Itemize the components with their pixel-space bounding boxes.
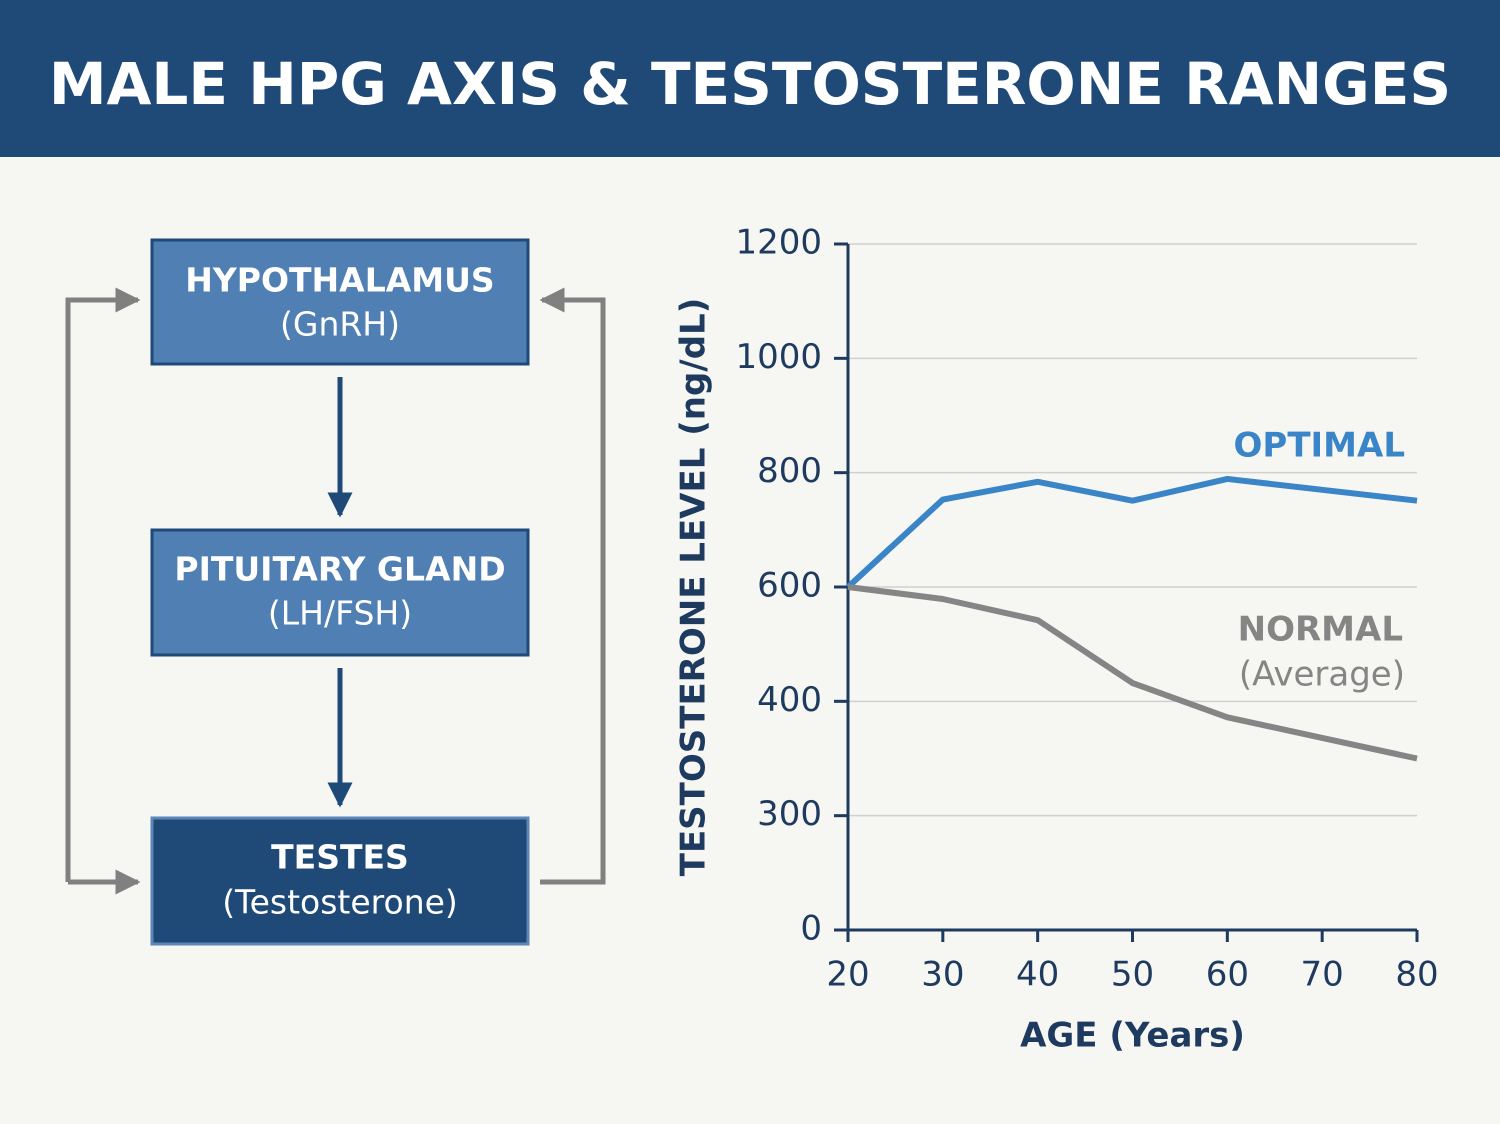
x-axis-label: AGE (Years) <box>1020 1016 1245 1056</box>
node-label: TESTES <box>271 838 409 877</box>
x-tick-label: 60 <box>1206 955 1249 995</box>
x-tick-label: 70 <box>1301 955 1344 995</box>
series-line <box>847 584 1418 762</box>
node-box <box>150 238 530 366</box>
page-title: MALE HPG AXIS & TESTOSTERONE RANGES <box>49 50 1451 118</box>
y-tick-label: 0 <box>800 909 822 949</box>
x-tick-label: 40 <box>1016 955 1059 995</box>
series-sublabel: (Average) <box>1239 655 1405 695</box>
node-box <box>150 528 530 657</box>
y-tick-label: 1000 <box>735 337 822 377</box>
x-tick-label: 80 <box>1395 955 1438 995</box>
y-tick-label: 400 <box>757 680 822 720</box>
series-label: OPTIMAL <box>1234 426 1405 466</box>
feedback-arrow <box>65 287 141 882</box>
x-tick-label: 20 <box>826 955 869 995</box>
series-line <box>845 475 1418 590</box>
y-tick-label: 1200 <box>735 223 822 263</box>
y-tick-label: 300 <box>757 794 822 834</box>
chart: 0 300 400 600 800 1000 1200 20 30 40 50 60 70 80 AGE (… <box>674 223 1439 1056</box>
diagram: HYPOTHALAMUS (GnRH) PITUITARY GLAND (LH/… <box>65 238 606 946</box>
y-tick-label: 600 <box>757 566 822 606</box>
series-label: NORMAL <box>1238 610 1403 650</box>
node-label: HYPOTHALAMUS <box>185 261 494 300</box>
feedback-arrow <box>539 287 606 885</box>
node-sublabel: (Testosterone) <box>222 883 458 922</box>
x-tick-label: 50 <box>1111 955 1154 995</box>
y-tick-label: 800 <box>757 451 822 491</box>
node-sublabel: (GnRH) <box>280 305 400 344</box>
x-tick-label: 30 <box>921 955 964 995</box>
y-axis-label: TESTOSTERONE LEVEL (ng/dL) <box>674 298 714 876</box>
node-box <box>150 816 530 946</box>
node-label: PITUITARY GLAND <box>174 550 505 589</box>
node-sublabel: (LH/FSH) <box>268 594 412 633</box>
header-bar <box>0 0 1500 157</box>
